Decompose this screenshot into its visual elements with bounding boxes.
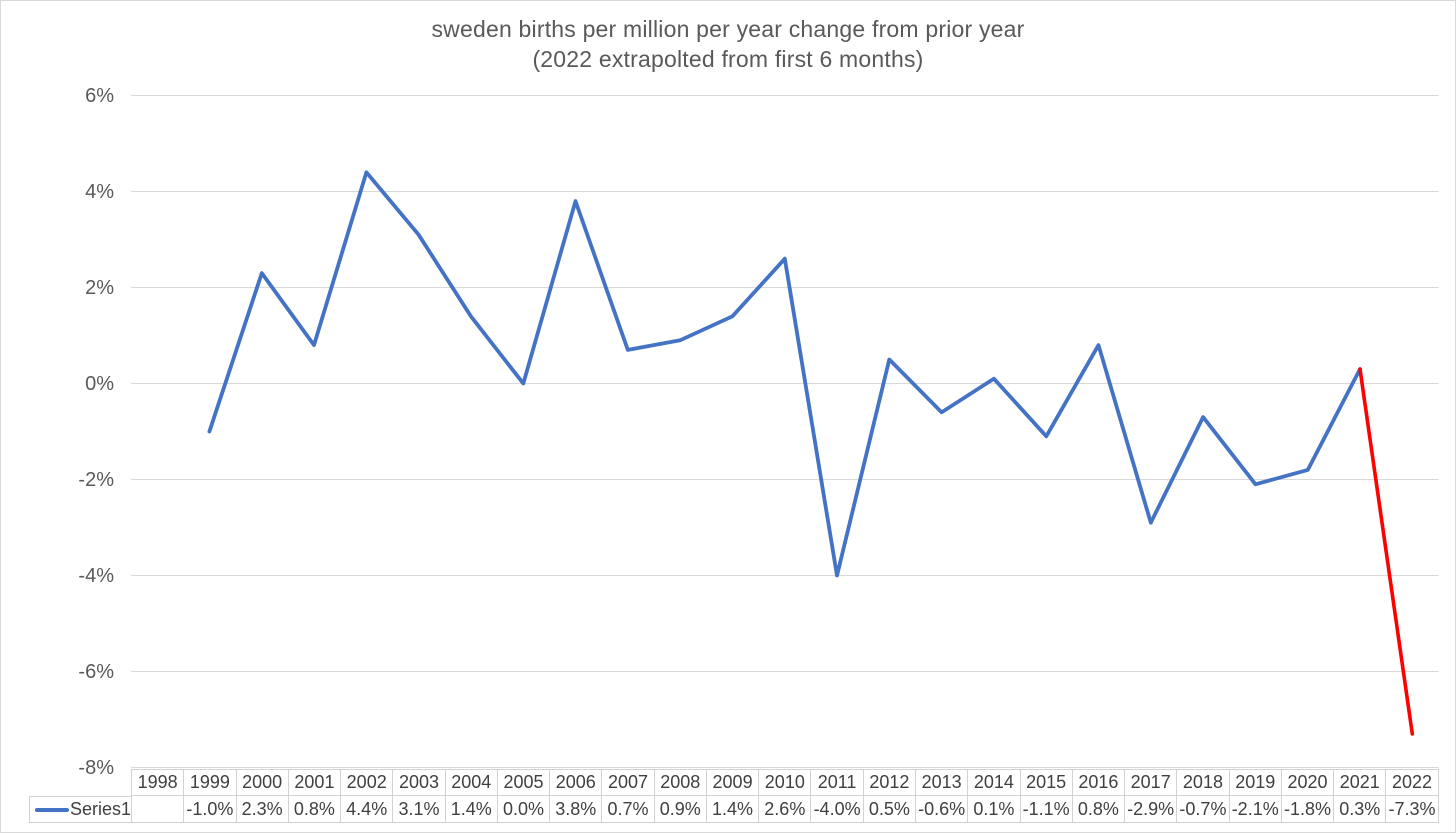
value-cell: -0.7% [1177,796,1230,823]
value-cell: -2.1% [1229,796,1282,823]
value-cell: -1.1% [1020,796,1073,823]
year-header-cell: 2006 [550,769,603,796]
year-header-cell: 2015 [1020,769,1073,796]
year-header-cell: 2004 [445,769,498,796]
series1-extrapolated-segment [1358,367,1415,736]
year-header-cell: 2002 [341,769,394,796]
year-header-cell: 2001 [288,769,342,796]
y-axis-tick-label: -6% [78,660,114,683]
value-cell [131,796,185,823]
value-cell: -2.9% [1125,796,1178,823]
year-header-cell: 2011 [811,769,864,796]
y-axis-tick-label: -4% [78,564,114,587]
value-cell: -7.3% [1386,796,1439,823]
value-cell: 4.4% [341,796,394,823]
year-header-cell: 2009 [706,769,760,796]
year-header-cell: 2014 [968,769,1021,796]
year-header-cell: 2019 [1229,769,1282,796]
year-header-cell: 2016 [1072,769,1126,796]
y-axis-tick-label: 0% [85,372,114,395]
value-cell: 0.1% [968,796,1021,823]
value-cell: 0.3% [1334,796,1387,823]
value-cell: 1.4% [706,796,760,823]
value-cell: 0.5% [863,796,916,823]
year-header-cell: 2013 [915,769,969,796]
year-header-cell: 2018 [1177,769,1230,796]
y-axis-tick-label: 4% [85,180,114,203]
chart-title-line-1: sweden births per million per year chang… [431,16,1025,42]
year-header-cell: 2000 [236,769,289,796]
chart-title: sweden births per million per year chang… [1,14,1455,74]
series1-line [207,170,1362,578]
year-header-cell: 2012 [863,769,916,796]
year-header-cell: 2022 [1386,769,1439,796]
value-cell: 2.3% [236,796,289,823]
year-header-cell: 2007 [602,769,655,796]
table-header-row: 1998 1999 2000 2001 2002 2003 2004 2005 2006 2007… [131,769,1439,796]
value-cell: 0.9% [654,796,707,823]
year-header-cell: 2020 [1281,769,1335,796]
year-header-cell: 2003 [393,769,446,796]
legend-series-label: Series1 [69,799,131,819]
value-cell: 0.8% [288,796,342,823]
value-cell: 2.6% [759,796,812,823]
value-cell: 0.8% [1072,796,1126,823]
value-cell: 3.1% [393,796,446,823]
y-axis-tick-label: 2% [85,276,114,299]
value-cell: -1.8% [1281,796,1335,823]
chart-title-line-2: (2022 extrapolted from first 6 months) [532,46,924,72]
year-header-cell: 1998 [131,769,185,796]
value-cell: -0.6% [915,796,969,823]
value-cell: 3.8% [550,796,603,823]
year-header-cell: 2010 [759,769,812,796]
value-cell: 1.4% [445,796,498,823]
value-cell: -1.0% [184,796,237,823]
year-header-cell: 1999 [184,769,237,796]
legend-line-icon [35,807,69,812]
value-cell: 0.7% [602,796,655,823]
year-header-cell: 2021 [1334,769,1387,796]
value-cell: -4.0% [811,796,864,823]
year-header-cell: 2008 [654,769,707,796]
year-header-cell: 2017 [1125,769,1178,796]
legend-key-cell: Series1 [29,796,131,823]
year-header-cell: 2005 [497,769,551,796]
y-axis-tick-label: 6% [85,84,114,107]
y-axis-tick-label: -8% [78,756,114,779]
y-axis-tick-label: -2% [78,468,114,491]
value-cell: 0.0% [497,796,551,823]
table-value-row: -1.0% 2.3% 0.8% 4.4% 3.1% 1.4% 0.0% 3.8% 0.7% 0.9… [131,796,1439,823]
data-table: Series1 1998 1999 2000 2001 2002 2003 2004 2005… [29,769,1439,823]
